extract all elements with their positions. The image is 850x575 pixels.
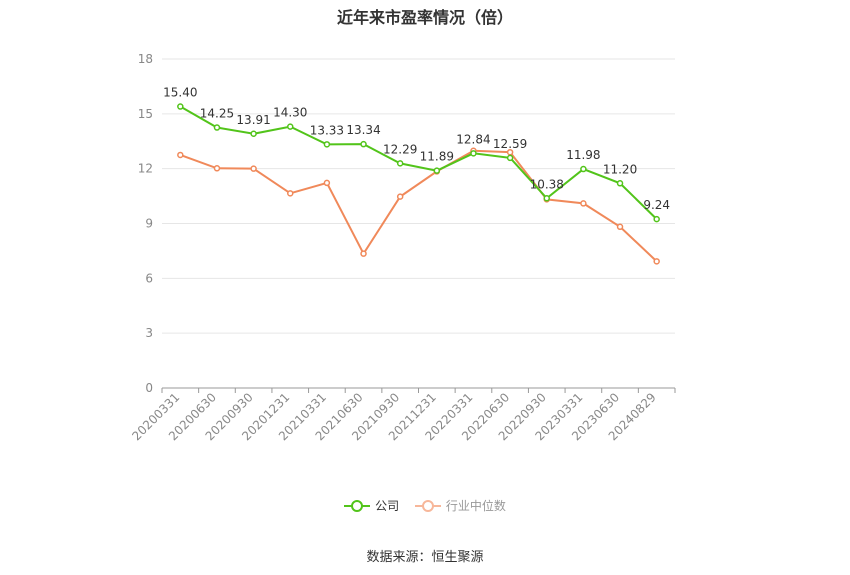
company-data-point [433,167,441,174]
company-data-label: 10.38 [530,177,564,191]
company-data-point [323,141,331,148]
series-layer [177,103,660,265]
company-data-label: 13.91 [236,113,270,127]
company-data-label: 11.98 [566,148,600,162]
industry-median-data-point [580,200,587,207]
legend-line-marker-icon [344,499,371,512]
company-data-label: 12.84 [456,132,490,146]
industry-median-series-line [179,149,658,263]
company-data-point [287,123,294,130]
company-series-line [179,105,658,220]
industry-median-data-point [616,223,624,231]
industry-median-data-point [653,258,660,265]
legend-item-company[interactable]: 公司 [344,497,399,514]
company-data-point [506,154,514,162]
industry-median-data-point [323,179,331,187]
industry-median-data-point [250,165,257,172]
company-data-point [580,165,587,173]
y-tick-label: 15 [138,107,153,121]
company-data-label: 13.33 [310,123,344,137]
industry-median-data-point [213,165,221,172]
y-tick-label: 0 [145,381,153,395]
company-data-point [616,180,624,187]
industry-median-data-point [287,190,294,197]
company-data-label: 14.30 [273,106,307,120]
source-note: 数据来源：恒生聚源 [366,550,484,565]
industry-median-data-point [177,151,184,159]
y-tick-label: 6 [145,271,153,285]
company-data-point [213,124,221,131]
company-data-label: 13.34 [346,123,380,137]
legend-line-marker-icon [414,499,441,512]
y-tick-label: 12 [138,162,153,176]
company-data-label: 12.29 [383,142,417,156]
company-data-label: 11.89 [420,150,454,164]
company-data-label: 14.25 [200,107,234,121]
company-data-point [360,140,367,148]
y-tick-label: 9 [145,217,153,231]
legend: 公司 行业中位数 [0,497,850,516]
legend-label-company: 公司 [375,499,400,513]
company-data-point [250,130,257,138]
y-tick-label: 3 [145,326,153,340]
y-tick-label: 18 [138,52,153,66]
line-chart: 0 3 6 9 12 15 18 20200331202006302020093020201… [129,52,676,443]
legend-label-industry-median: 行业中位数 [445,499,506,513]
company-data-point [177,103,184,110]
company-data-label: 9.24 [643,198,670,212]
company-data-label: 11.20 [603,162,637,176]
company-data-point [470,150,477,157]
industry-median-data-point [396,193,404,200]
legend-item-industry-median[interactable]: 行业中位数 [414,497,506,514]
chart-title: 近年来市盈率情况（倍） [336,8,513,27]
company-data-point [653,215,660,223]
grid-lines [162,58,675,334]
y-axis: 0 3 6 9 12 15 18 [138,52,153,395]
industry-median-data-point [360,250,367,257]
company-data-point [543,195,550,202]
x-axis: 2020033120200630202009302020123120210331… [129,387,676,443]
company-data-label: 12.59 [493,137,527,151]
company-data-label: 15.40 [163,86,197,100]
company-data-point [396,160,404,167]
